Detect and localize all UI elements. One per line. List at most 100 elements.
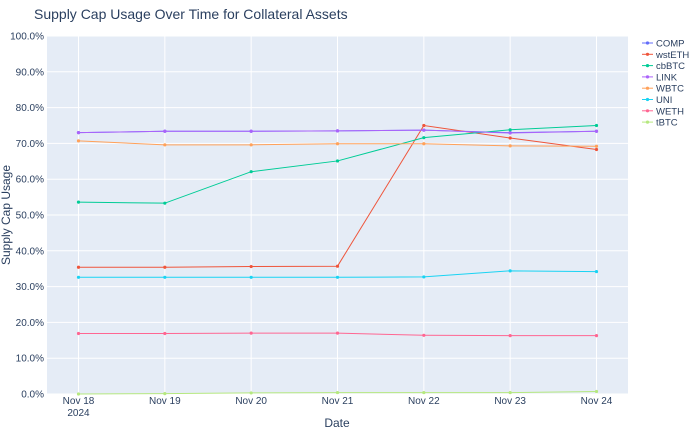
legend-marker [645, 86, 650, 90]
data-point[interactable] [76, 200, 81, 204]
data-point[interactable] [76, 331, 81, 336]
legend-item-wbtc[interactable]: WBTC [642, 84, 684, 95]
legend-marker [645, 97, 650, 102]
data-point[interactable] [335, 275, 340, 279]
y-tick-label: 60.0% [16, 175, 44, 186]
data-point[interactable] [76, 275, 81, 279]
legend-label: WBTC [656, 84, 684, 95]
y-tick-label: 50.0% [16, 211, 44, 222]
data-point[interactable] [76, 392, 81, 396]
y-tick-label: 30.0% [16, 282, 44, 293]
x-tick-label: Nov 19 [149, 396, 181, 407]
legend-item-wsteth[interactable]: wstETH [642, 50, 689, 61]
data-point[interactable] [508, 269, 512, 273]
data-point[interactable] [594, 129, 599, 133]
x-axis-label: Date [324, 416, 350, 430]
data-point[interactable] [594, 389, 599, 394]
data-point[interactable] [508, 390, 512, 395]
legend-item-tbtc[interactable]: tBTC [642, 118, 678, 129]
x-tick-label: Nov 24 [581, 396, 613, 407]
data-point[interactable] [335, 129, 340, 133]
data-point[interactable] [163, 265, 167, 269]
series-weth [76, 331, 599, 338]
legend-label: cbBTC [656, 61, 685, 72]
y-tick-label: 40.0% [16, 246, 44, 257]
data-point[interactable] [163, 275, 167, 279]
data-point[interactable] [508, 144, 512, 148]
x-tick-label: Nov 18 [63, 396, 95, 407]
legend-label: COMP [656, 39, 685, 50]
data-point[interactable] [335, 390, 340, 395]
y-tick-label: 80.0% [16, 103, 44, 114]
data-point[interactable] [594, 123, 599, 128]
data-point[interactable] [249, 391, 253, 395]
data-point[interactable] [422, 123, 426, 128]
data-point[interactable] [76, 265, 81, 269]
x-tick-label: Nov 21 [322, 396, 354, 407]
data-point[interactable] [422, 128, 426, 132]
data-point[interactable] [249, 170, 253, 174]
legend-item-weth[interactable]: WETH [642, 106, 684, 117]
data-point[interactable] [422, 136, 426, 140]
data-point[interactable] [249, 331, 253, 335]
y-tick-label: 90.0% [16, 67, 44, 78]
series-tbtc [76, 389, 599, 396]
legend-marker [645, 41, 650, 45]
data-point[interactable] [335, 331, 340, 335]
y-axis-label: Supply Cap Usage [0, 165, 13, 265]
data-point[interactable] [249, 275, 253, 279]
data-point[interactable] [163, 331, 167, 336]
legend-label: LINK [656, 72, 678, 83]
data-point[interactable] [335, 264, 340, 268]
data-point[interactable] [422, 142, 426, 146]
legend-item-uni[interactable]: UNI [642, 95, 672, 106]
chart-title: Supply Cap Usage Over Time for Collatera… [34, 6, 348, 22]
data-point[interactable] [249, 264, 253, 269]
data-point[interactable] [76, 139, 81, 143]
data-point[interactable] [594, 334, 599, 338]
data-point[interactable] [508, 128, 512, 132]
x-tick-label: Nov 23 [494, 396, 526, 407]
data-point[interactable] [594, 147, 599, 152]
series-uni [76, 269, 599, 279]
data-point[interactable] [422, 390, 426, 395]
series-lines [76, 123, 599, 396]
data-point[interactable] [163, 201, 167, 205]
data-point[interactable] [594, 269, 599, 274]
legend-item-link[interactable]: LINK [642, 72, 678, 83]
data-point[interactable] [335, 142, 340, 146]
y-tick-label: 0.0% [21, 390, 44, 401]
series-link [76, 128, 599, 135]
legend-item-comp[interactable]: COMP [642, 39, 685, 50]
y-tick-label: 20.0% [16, 318, 44, 329]
data-point[interactable] [163, 143, 167, 147]
data-point[interactable] [249, 129, 253, 133]
x-tick-year-label: 2024 [67, 408, 90, 419]
data-point[interactable] [335, 159, 340, 163]
data-point[interactable] [508, 131, 512, 135]
series-cbbtc [76, 123, 599, 205]
legend-marker [645, 75, 650, 79]
data-point[interactable] [594, 144, 599, 148]
legend-label: tBTC [656, 118, 678, 129]
x-tick-label: Nov 22 [408, 396, 440, 407]
legend-label: UNI [656, 95, 672, 106]
legend-label: WETH [656, 106, 684, 117]
data-point[interactable] [508, 136, 512, 140]
data-point[interactable] [422, 275, 426, 279]
data-point[interactable] [163, 129, 167, 133]
data-point[interactable] [508, 334, 512, 338]
series-wsteth [76, 123, 599, 269]
legend-item-cbbtc[interactable]: cbBTC [642, 61, 685, 72]
data-point[interactable] [249, 143, 253, 147]
y-tick-label: 70.0% [16, 139, 44, 150]
data-point[interactable] [422, 333, 426, 337]
y-tick-label: 10.0% [16, 354, 44, 365]
legend-label: wstETH [655, 50, 689, 61]
data-point[interactable] [76, 131, 81, 135]
legend-marker [645, 109, 650, 113]
data-point[interactable] [163, 392, 167, 396]
